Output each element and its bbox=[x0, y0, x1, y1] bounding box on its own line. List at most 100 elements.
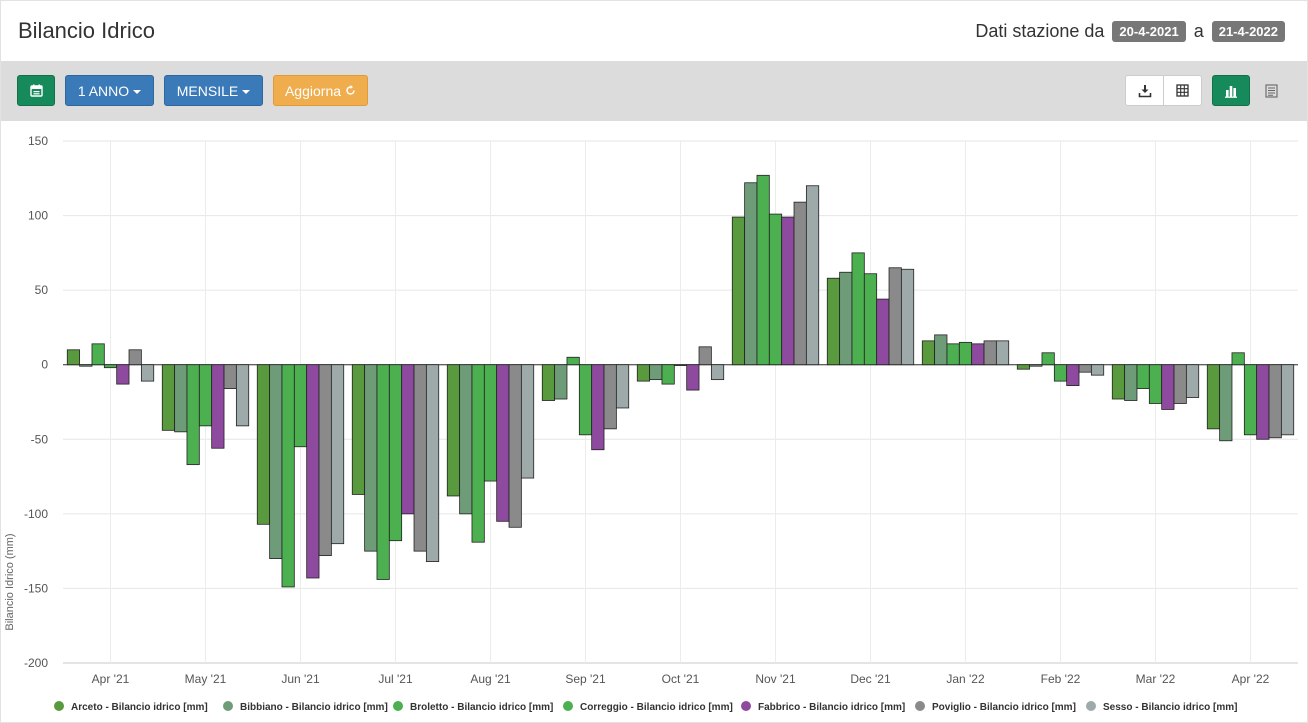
bar bbox=[1231, 352, 1245, 366]
table-view-button[interactable] bbox=[1163, 75, 1202, 106]
bar bbox=[186, 364, 200, 466]
y-tick-label: -150 bbox=[24, 581, 48, 595]
bar-chart-icon bbox=[1225, 85, 1237, 98]
bar bbox=[293, 364, 308, 448]
bar-chart-view-button[interactable] bbox=[1212, 75, 1250, 106]
bar bbox=[826, 277, 841, 366]
y-tick-label: -200 bbox=[24, 656, 48, 670]
x-tick-label: Nov '21 bbox=[755, 672, 796, 686]
x-tick-label: Jun '21 bbox=[281, 672, 320, 686]
bar bbox=[1066, 364, 1080, 386]
x-tick-label: Apr '21 bbox=[92, 672, 130, 686]
bar bbox=[496, 364, 510, 522]
x-tick-label: Apr '22 bbox=[1232, 672, 1270, 686]
bar bbox=[459, 364, 473, 515]
bar bbox=[235, 364, 250, 427]
date-range: Dati stazione da 20-4-2021 a 21-4-2022 bbox=[975, 21, 1285, 42]
bar bbox=[446, 364, 461, 497]
bar bbox=[1053, 364, 1068, 382]
y-tick-label: -50 bbox=[31, 432, 49, 446]
bar bbox=[388, 364, 403, 542]
bar bbox=[351, 364, 366, 495]
bar bbox=[686, 364, 700, 391]
legend-item: Fabbrico - Bilancio idrico [mm] bbox=[758, 702, 905, 713]
legend-item: Sesso - Bilancio idrico [mm] bbox=[1103, 702, 1237, 713]
legend-marker bbox=[915, 701, 925, 711]
download-button[interactable] bbox=[1125, 75, 1164, 106]
bar bbox=[401, 364, 415, 515]
bar bbox=[983, 340, 997, 366]
bar bbox=[710, 364, 725, 381]
bar bbox=[958, 341, 973, 366]
bar bbox=[128, 349, 142, 366]
bar bbox=[1136, 364, 1150, 389]
bar bbox=[520, 364, 535, 479]
bar bbox=[103, 364, 118, 369]
bar bbox=[174, 364, 188, 433]
y-tick-label: 0 bbox=[41, 358, 48, 372]
bar bbox=[578, 364, 593, 436]
bar bbox=[116, 364, 130, 385]
update-button[interactable]: Aggiorna bbox=[273, 75, 368, 106]
bar bbox=[211, 364, 225, 449]
y-tick-label: 50 bbox=[35, 283, 49, 297]
bar bbox=[1029, 364, 1043, 367]
range-from-badge: 20-4-2021 bbox=[1112, 21, 1186, 42]
x-tick-label: Oct '21 bbox=[662, 672, 700, 686]
chevron-down-icon bbox=[242, 89, 251, 94]
bar bbox=[1268, 364, 1282, 439]
bar bbox=[698, 346, 712, 366]
bar bbox=[636, 364, 651, 382]
bar bbox=[934, 334, 948, 366]
bar bbox=[876, 298, 890, 366]
bar bbox=[483, 364, 498, 482]
legend-item: Broletto - Bilancio idrico [mm] bbox=[410, 702, 553, 713]
bar bbox=[839, 271, 853, 366]
y-tick-label: 150 bbox=[28, 134, 48, 148]
bar bbox=[471, 364, 485, 543]
legend-item: Arceto - Bilancio idrico [mm] bbox=[71, 702, 208, 713]
aggregation-dropdown[interactable]: MENSILE bbox=[164, 75, 263, 106]
bar bbox=[995, 340, 1010, 366]
bar bbox=[318, 364, 332, 557]
bar bbox=[971, 343, 985, 366]
refresh-icon bbox=[346, 85, 355, 95]
bar bbox=[615, 364, 630, 409]
legend-item: Correggio - Bilancio idrico [mm] bbox=[580, 702, 733, 713]
bar bbox=[863, 273, 878, 366]
bar bbox=[330, 364, 345, 545]
calendar-button[interactable] bbox=[17, 75, 55, 106]
bar bbox=[768, 213, 783, 366]
bar bbox=[731, 216, 746, 366]
calendar-icon bbox=[29, 84, 43, 97]
period-dropdown[interactable]: 1 ANNO bbox=[65, 75, 154, 106]
bar bbox=[591, 364, 605, 451]
bar bbox=[1185, 364, 1200, 398]
y-tick-label: -100 bbox=[24, 507, 48, 521]
bar bbox=[1173, 364, 1187, 404]
chevron-down-icon bbox=[133, 89, 142, 94]
bar bbox=[1256, 364, 1270, 440]
bar bbox=[851, 252, 865, 366]
bar bbox=[1016, 364, 1031, 370]
bar bbox=[1124, 364, 1138, 401]
range-to-badge: 21-4-2022 bbox=[1211, 21, 1285, 42]
bar bbox=[79, 364, 93, 367]
bar bbox=[1219, 364, 1233, 442]
bar bbox=[1280, 364, 1295, 436]
bar bbox=[256, 364, 271, 525]
legend-item: Bibbiano - Bilancio idrico [mm] bbox=[240, 702, 388, 713]
bar bbox=[1161, 364, 1175, 410]
bar bbox=[413, 364, 427, 552]
bar bbox=[1148, 364, 1163, 404]
bar bbox=[946, 343, 960, 366]
x-tick-label: Feb '22 bbox=[1041, 672, 1081, 686]
bar bbox=[1206, 364, 1221, 430]
page-title: Bilancio Idrico bbox=[18, 18, 155, 43]
bar bbox=[554, 364, 568, 400]
bar bbox=[673, 364, 688, 366]
x-tick-label: Mar '22 bbox=[1136, 672, 1176, 686]
list-view-button[interactable] bbox=[1254, 75, 1288, 106]
x-tick-label: Jul '21 bbox=[378, 672, 413, 686]
